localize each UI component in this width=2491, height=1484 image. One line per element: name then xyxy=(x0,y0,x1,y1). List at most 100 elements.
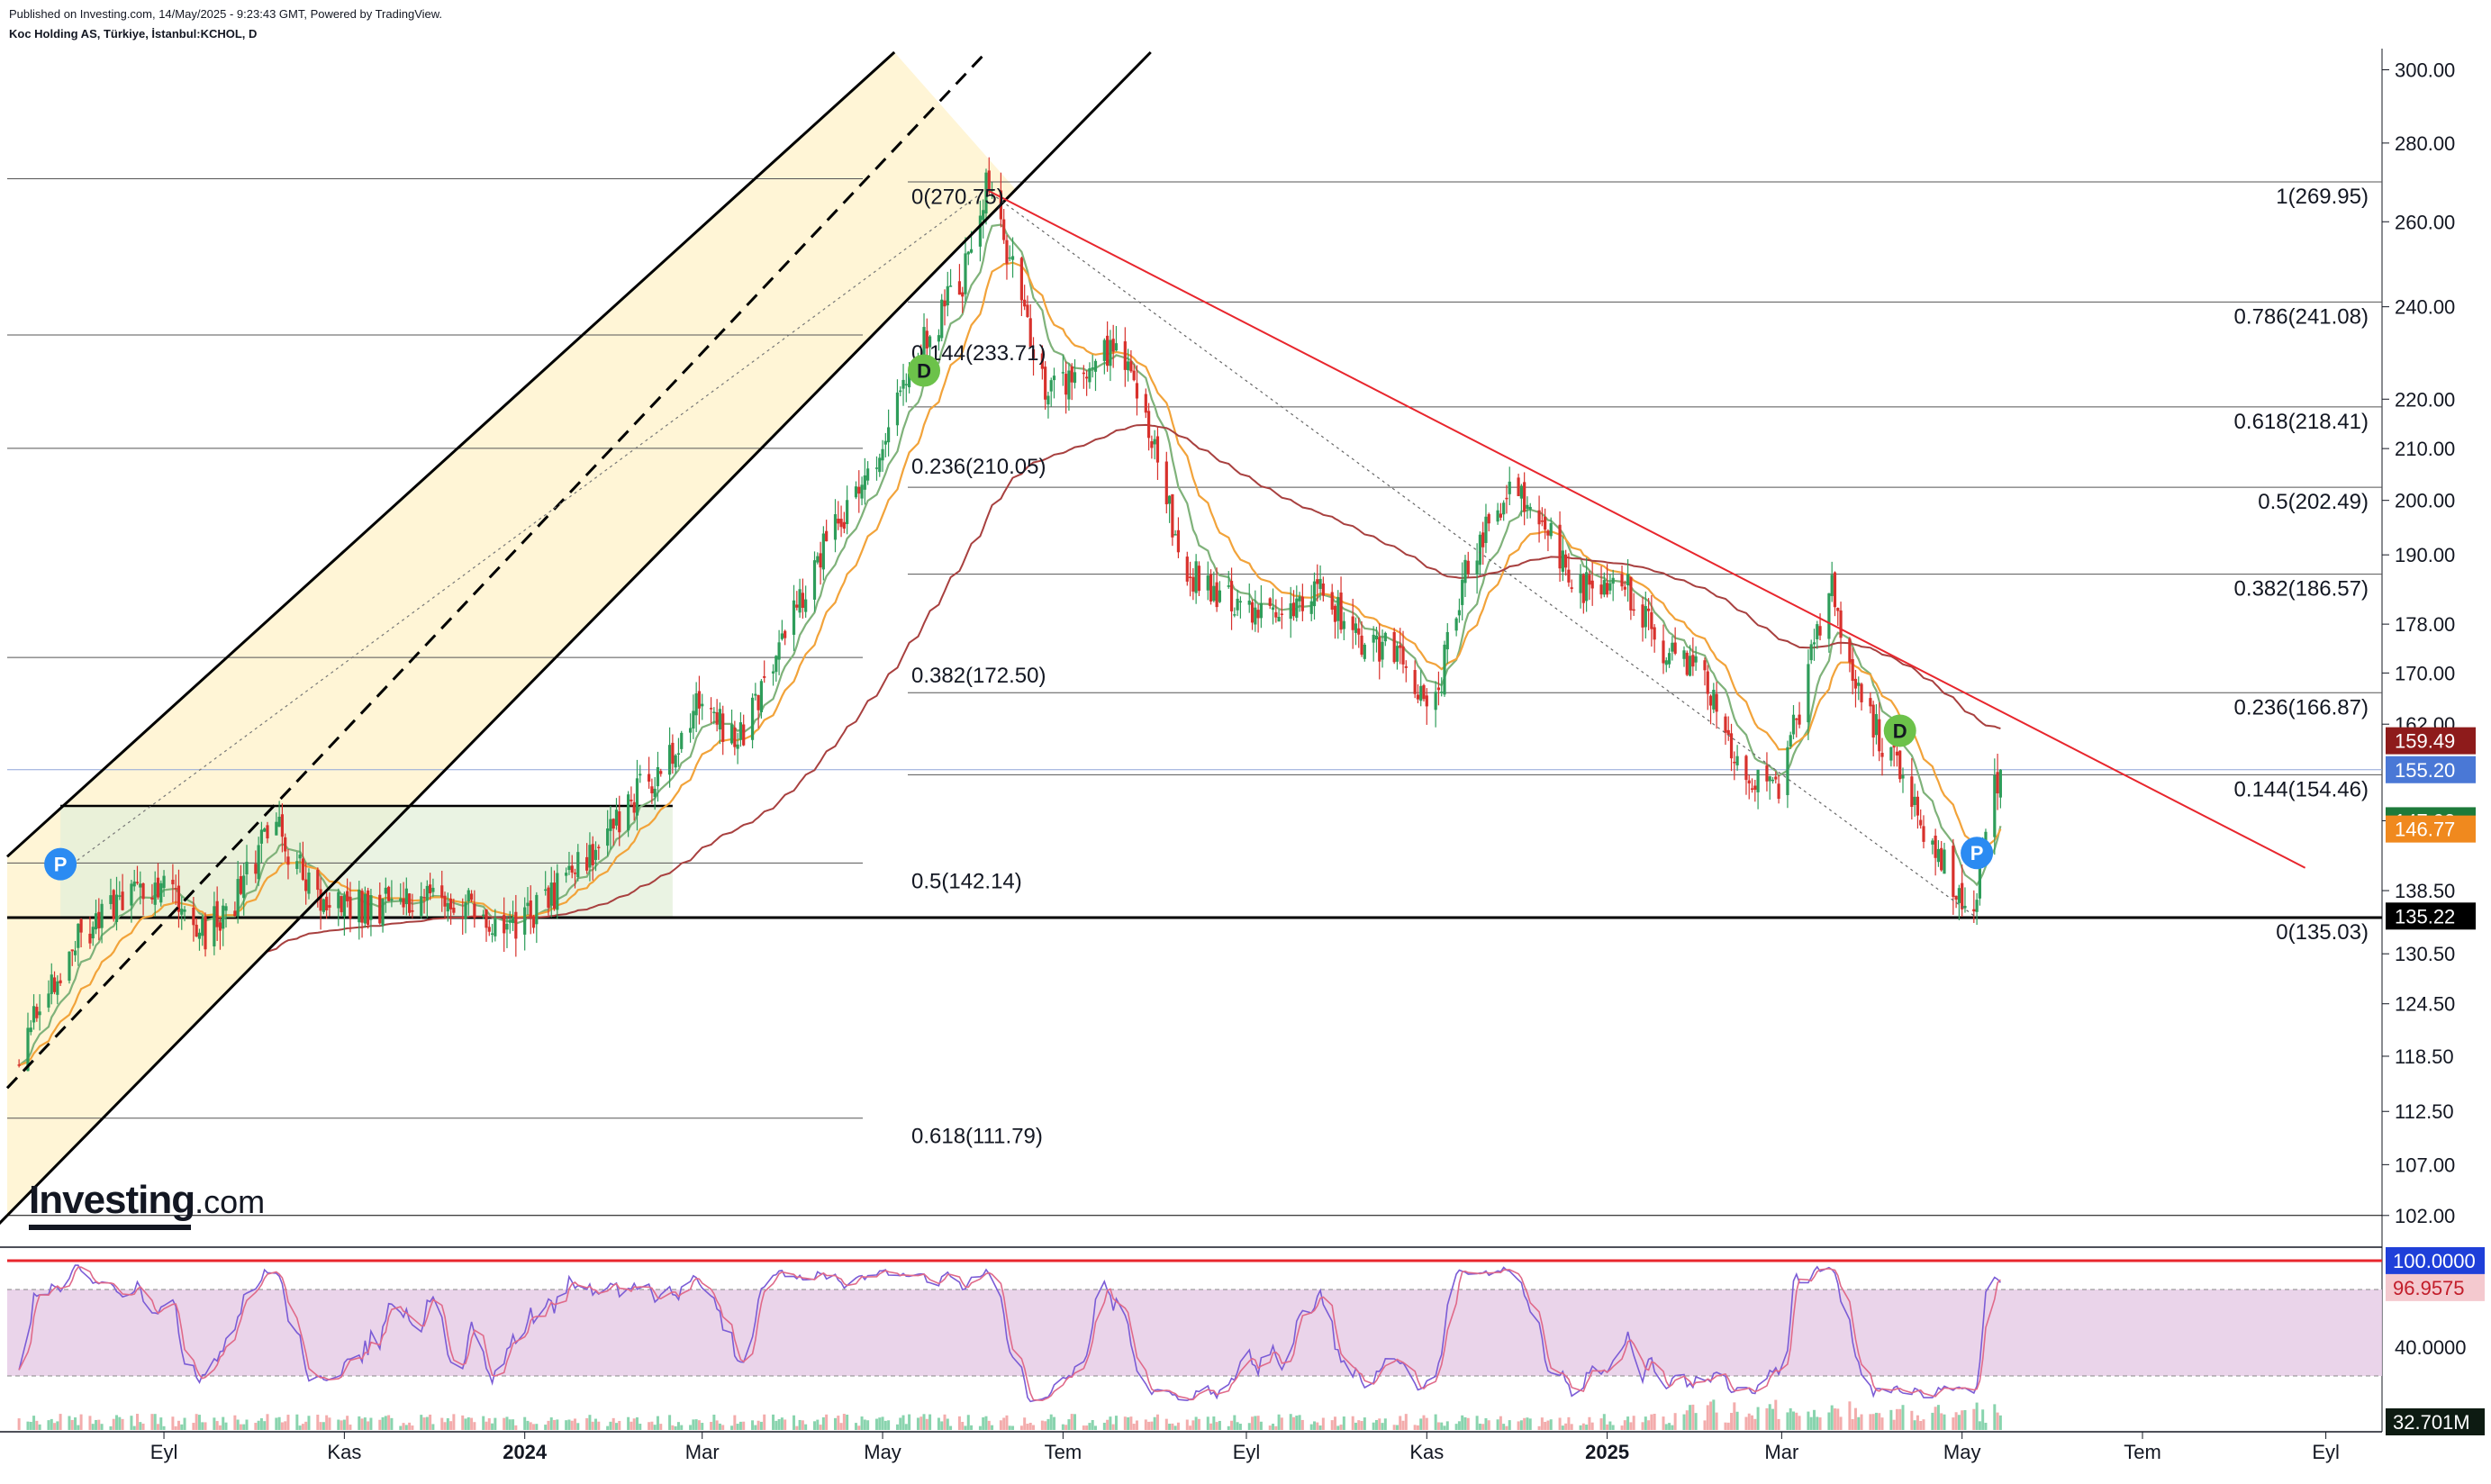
candle-body xyxy=(322,899,325,912)
volume-bar xyxy=(1830,1405,1834,1430)
candle-body xyxy=(259,829,264,844)
candle-body xyxy=(448,898,453,909)
volume-bar xyxy=(1164,1418,1168,1430)
volume-bar xyxy=(192,1423,195,1430)
volume-bar xyxy=(159,1417,163,1430)
candle-body xyxy=(503,915,506,934)
candle-body xyxy=(1860,683,1863,702)
candle-body xyxy=(215,900,219,928)
candle-body xyxy=(969,249,974,253)
volume-bar xyxy=(966,1415,970,1430)
volume-bar xyxy=(1381,1423,1384,1430)
volume-bar xyxy=(1298,1415,1301,1430)
price-tick-label: 138.50 xyxy=(2395,880,2455,902)
volume-bar xyxy=(1132,1424,1136,1430)
candle-body xyxy=(1378,637,1381,662)
candle-body xyxy=(1747,780,1751,784)
moving-average-3 xyxy=(267,423,2001,953)
channel-fill xyxy=(7,52,1016,1216)
candle-body xyxy=(1109,339,1112,366)
volume-bar xyxy=(1254,1416,1257,1430)
candle-body xyxy=(1957,888,1961,903)
candle-body xyxy=(1404,665,1408,668)
volume-bar xyxy=(1851,1418,1854,1430)
candle-body xyxy=(1499,513,1502,518)
volume-bar xyxy=(1682,1414,1686,1430)
volume-bar xyxy=(1061,1424,1064,1430)
volume-bar xyxy=(1581,1423,1585,1430)
volume-bar xyxy=(1312,1421,1316,1430)
candle-body xyxy=(1093,360,1098,372)
candle-body xyxy=(156,877,160,898)
candle-body xyxy=(452,908,456,913)
volume-bar xyxy=(1839,1416,1843,1430)
volume-bar xyxy=(1809,1416,1813,1430)
candle-body xyxy=(1620,574,1624,587)
volume-bar xyxy=(1378,1418,1381,1430)
candle-body xyxy=(304,879,308,891)
volume-bar xyxy=(650,1421,654,1430)
volume-bar xyxy=(544,1425,548,1430)
volume-bar xyxy=(503,1417,506,1430)
volume-bar xyxy=(1996,1412,1999,1430)
candle-body xyxy=(1123,341,1127,370)
fib-right-label: 0.144(154.46) xyxy=(2234,777,2369,801)
volume-bar xyxy=(482,1416,485,1430)
volume-bar xyxy=(177,1420,180,1430)
volume-bar xyxy=(1869,1414,1872,1430)
time-tick-label: Eyl xyxy=(150,1441,178,1463)
volume-bar xyxy=(1091,1419,1094,1430)
candle-body xyxy=(1664,660,1668,665)
candle-body xyxy=(1336,597,1340,621)
volume-bar xyxy=(751,1420,755,1430)
volume-bar xyxy=(358,1416,361,1430)
candle-body xyxy=(801,593,804,608)
volume-bar xyxy=(588,1415,592,1430)
volume-bar xyxy=(901,1415,905,1430)
volume-bar xyxy=(466,1416,470,1430)
candle-body xyxy=(349,896,352,918)
candle-body xyxy=(1372,634,1375,643)
price-tick-label: 220.00 xyxy=(2395,388,2455,411)
candle-body xyxy=(878,457,882,473)
volume-bar xyxy=(1212,1416,1216,1430)
volume-bar xyxy=(1984,1423,1988,1430)
candle-body xyxy=(1715,693,1718,712)
volume-bar xyxy=(878,1417,882,1430)
volume-bar xyxy=(245,1419,249,1430)
candle-body xyxy=(316,870,320,891)
candle-body xyxy=(1688,656,1692,676)
volume-bar xyxy=(1399,1416,1402,1430)
candle-body xyxy=(1289,603,1292,620)
candle-body xyxy=(1309,601,1313,614)
candle-body xyxy=(648,774,651,782)
candle-body xyxy=(340,896,343,913)
volume-bar xyxy=(978,1425,982,1430)
volume-bar xyxy=(1333,1416,1336,1430)
volume-bar xyxy=(730,1425,734,1430)
volume-bar xyxy=(1505,1425,1508,1430)
candle-body xyxy=(860,484,864,499)
volume-bar xyxy=(842,1414,846,1430)
candle-body xyxy=(1295,598,1299,618)
candle-body xyxy=(1558,524,1562,569)
volume-bar xyxy=(174,1425,177,1430)
volume-bar xyxy=(1650,1414,1653,1430)
candle-body xyxy=(390,899,394,901)
volume-bar xyxy=(1709,1401,1713,1430)
candle-body xyxy=(1416,694,1420,700)
candle-body xyxy=(1830,575,1834,596)
candle-body xyxy=(1144,394,1147,413)
volume-bar xyxy=(1425,1417,1428,1430)
volume-bar xyxy=(153,1414,157,1430)
volume-bar xyxy=(756,1420,760,1430)
time-tick-label: 2025 xyxy=(1585,1441,1629,1463)
candle-body xyxy=(114,894,119,922)
volume-bar xyxy=(79,1414,83,1430)
candle-body xyxy=(1238,601,1243,603)
candle-body xyxy=(1250,602,1255,623)
volume-bar xyxy=(1082,1425,1085,1430)
candle-body xyxy=(567,865,571,871)
candle-body xyxy=(162,875,166,889)
